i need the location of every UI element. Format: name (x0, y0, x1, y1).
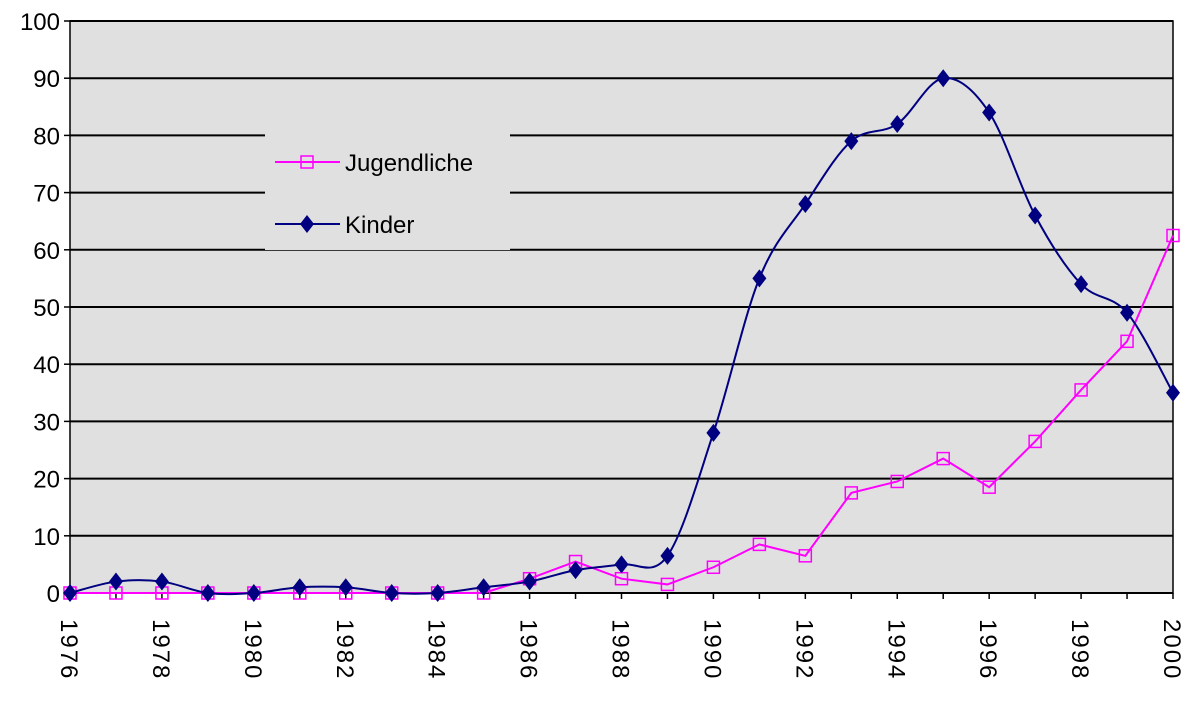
x-tick-label: 1982 (331, 619, 358, 680)
point (706, 423, 721, 442)
point (522, 572, 537, 591)
point (752, 537, 767, 552)
point (476, 578, 491, 597)
legend-marker (300, 155, 314, 169)
point (154, 572, 169, 591)
point (63, 584, 77, 602)
point (1074, 275, 1089, 294)
point (706, 560, 721, 575)
point (384, 584, 399, 602)
x-tick-label: 1998 (1066, 619, 1093, 680)
legend-label: Jugendliche (345, 150, 473, 177)
y-tick-label: 20 (33, 467, 60, 494)
x-tick-label: 1986 (515, 619, 542, 680)
x-tick-label: 1978 (147, 619, 174, 680)
point (752, 269, 767, 288)
y-tick-label: 60 (33, 238, 60, 265)
y-tick-label: 0 (47, 581, 60, 608)
point (1028, 434, 1042, 449)
point (1166, 383, 1180, 402)
point (936, 451, 950, 466)
y-tick-label: 50 (33, 295, 60, 322)
y-tick-label: 40 (33, 352, 60, 379)
point (292, 578, 307, 597)
point (660, 577, 675, 592)
x-tick-label: 1976 (55, 619, 82, 680)
point (798, 549, 813, 563)
point (200, 584, 215, 602)
x-tick-label: 1990 (698, 619, 725, 680)
point (936, 69, 951, 88)
x-tick-label: 2000 (1158, 619, 1185, 680)
point (430, 584, 445, 602)
point (246, 584, 261, 602)
point (1166, 228, 1180, 243)
point (890, 474, 904, 489)
point (338, 578, 353, 597)
point (1120, 303, 1135, 322)
point (108, 572, 123, 591)
x-tick-label: 1992 (790, 619, 817, 680)
point (890, 114, 905, 133)
y-tick-label: 90 (33, 66, 60, 93)
point (982, 480, 996, 494)
point (614, 555, 629, 574)
x-tick-label: 1994 (882, 619, 909, 680)
point (1120, 334, 1134, 349)
point (660, 546, 675, 565)
y-tick-label: 70 (33, 181, 60, 208)
point (568, 561, 583, 580)
legend-marker (300, 215, 314, 233)
x-tick-label: 1980 (239, 619, 266, 680)
y-tick-label: 30 (33, 409, 60, 436)
point (1074, 383, 1088, 397)
x-tick-label: 1984 (423, 619, 450, 680)
y-tick-label: 100 (20, 9, 60, 36)
y-tick-label: 80 (33, 123, 60, 150)
x-tick-label: 1996 (974, 619, 1001, 680)
point (1028, 206, 1043, 225)
point (844, 132, 859, 151)
point (798, 195, 813, 214)
y-tick-label: 10 (33, 524, 60, 551)
x-tick-label: 1988 (607, 619, 634, 680)
point (982, 103, 997, 122)
legend-label: Kinder (345, 212, 414, 239)
point (844, 486, 859, 500)
